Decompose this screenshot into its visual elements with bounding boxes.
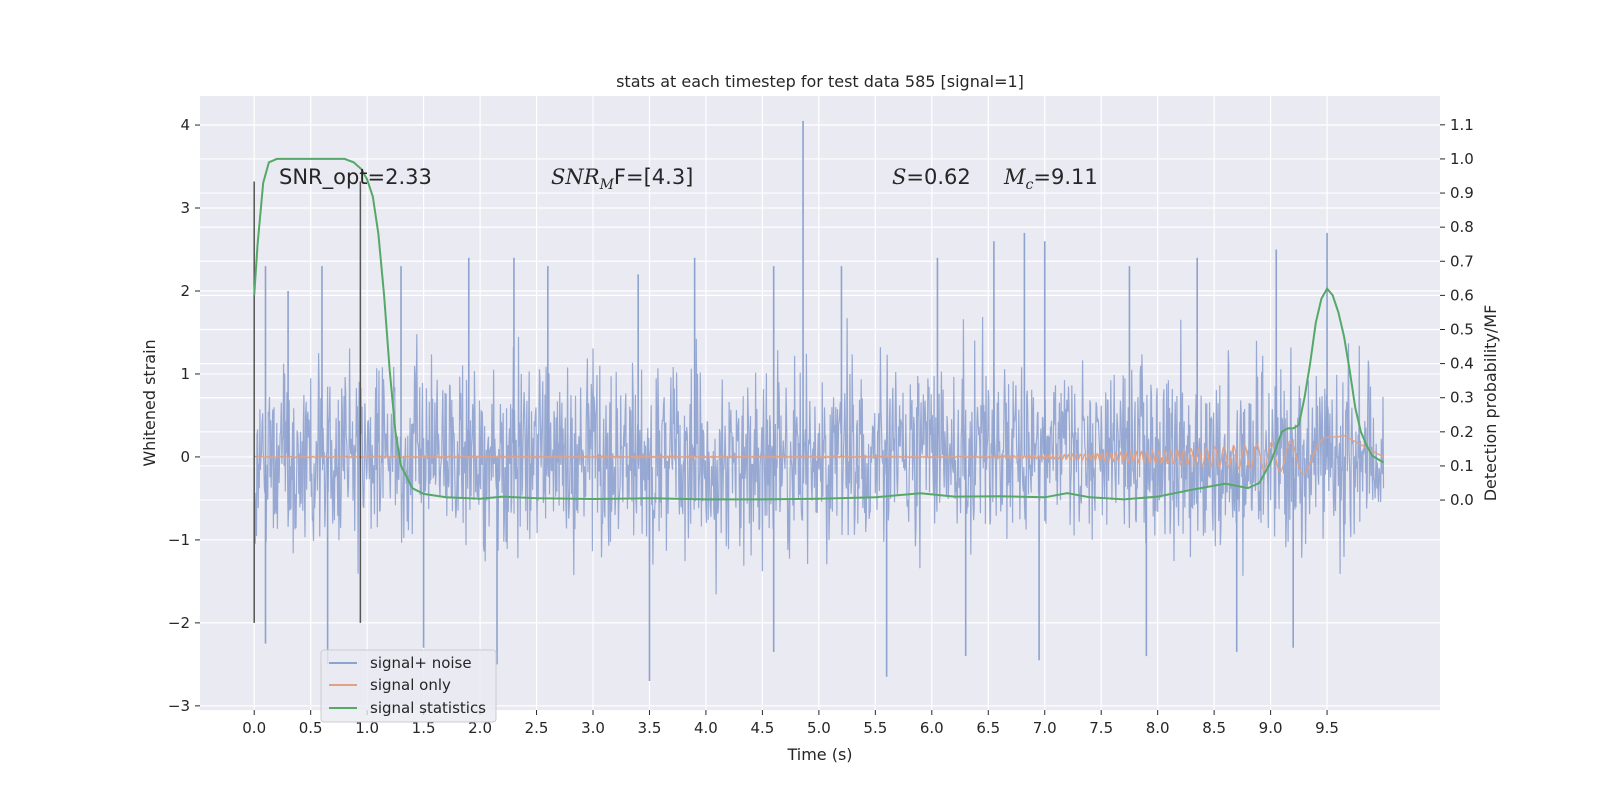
stats-trace <box>253 157 1385 501</box>
y2-ticks: 1.1 1.0 0.9 0.8 0.7 0.6 0.5 0.4 0.3 0.2 0.1 0.0 <box>1440 116 1474 509</box>
x-tick-label-7: 3.5 <box>638 719 662 737</box>
y-tick-label-1: 3 <box>180 199 190 217</box>
chart-title: stats at each timestep for test data 585… <box>616 72 1024 91</box>
x-tick-label-14: 7.0 <box>1033 719 1057 737</box>
x-tick-label-1: 0.5 <box>299 719 323 737</box>
grid-lines <box>200 96 1440 710</box>
y-tick-label-5: −1 <box>168 531 190 549</box>
y2-tick-label-11: 0.0 <box>1450 491 1474 509</box>
y2-tick-label-8: 0.3 <box>1450 389 1474 407</box>
y-tick-label-6: −2 <box>168 614 190 632</box>
y-ticks: 4 3 2 1 0 −1 −2 −3 <box>168 116 200 715</box>
snr-mf-sub: M <box>599 177 615 193</box>
x-tick-label-19: 9.5 <box>1315 719 1339 737</box>
mc-sub: c <box>1026 177 1034 193</box>
x-tick-label-9: 4.5 <box>750 719 774 737</box>
x-tick-label-13: 6.5 <box>976 719 1000 737</box>
y2-tick-label-3: 0.8 <box>1450 218 1474 236</box>
s-var: S <box>892 165 906 189</box>
mc-val: =9.11 <box>1033 165 1097 189</box>
x-tick-label-11: 5.5 <box>863 719 887 737</box>
x-tick-label-0: 0.0 <box>242 719 266 737</box>
y-tick-label-3: 1 <box>180 365 190 383</box>
plot-area <box>200 96 1440 710</box>
legend: signal+ noise signal only signal statist… <box>320 649 497 723</box>
x-tick-label-2: 1.0 <box>355 719 379 737</box>
x-tick-label-18: 9.0 <box>1259 719 1283 737</box>
x-tick-label-6: 3.0 <box>581 719 605 737</box>
y2-tick-label-6: 0.5 <box>1450 320 1474 338</box>
y-tick-label-0: 4 <box>180 116 190 134</box>
series-signal-statistics <box>253 157 1385 501</box>
annotation-snr-opt: SNR_opt=2.33 <box>279 165 432 190</box>
y2-tick-label-7: 0.4 <box>1450 355 1474 373</box>
y-tick-label-7: −3 <box>168 697 190 715</box>
legend-box <box>320 649 497 723</box>
mc-var: M <box>1003 165 1026 189</box>
legend-label-signal: signal only <box>370 676 451 694</box>
x-ticks: 0.0 0.5 1.0 1.5 2.0 2.5 3.0 3.5 4.0 4.5 5.0 5.5 6.0 6… <box>242 710 1339 737</box>
x-tick-label-3: 1.5 <box>412 719 436 737</box>
x-tick-label-5: 2.5 <box>525 719 549 737</box>
annotation-mc: Mc=9.11 <box>1003 165 1098 193</box>
y2-tick-label-4: 0.7 <box>1450 252 1474 270</box>
x-axis-label: Time (s) <box>786 745 852 764</box>
y2-tick-label-1: 1.0 <box>1450 150 1474 168</box>
x-tick-label-10: 5.0 <box>807 719 831 737</box>
y-tick-label-4: 0 <box>180 448 190 466</box>
signal-trace <box>253 434 1384 475</box>
x-tick-label-16: 8.0 <box>1146 719 1170 737</box>
x-tick-label-15: 7.5 <box>1089 719 1113 737</box>
y2-tick-label-2: 0.9 <box>1450 184 1474 202</box>
x-tick-label-8: 4.0 <box>694 719 718 737</box>
x-tick-label-4: 2.0 <box>468 719 492 737</box>
y2-tick-label-5: 0.6 <box>1450 286 1474 304</box>
snr-mf-main: SNR <box>551 165 600 189</box>
y2-tick-label-9: 0.2 <box>1450 423 1474 441</box>
noise-trace <box>253 316 1385 595</box>
series-signal-only <box>253 434 1384 475</box>
x-tick-label-12: 6.0 <box>920 719 944 737</box>
y-axis-label: Whitened strain <box>140 339 159 466</box>
y2-tick-label-10: 0.1 <box>1450 457 1474 475</box>
x-tick-label-17: 8.5 <box>1202 719 1226 737</box>
y2-axis-label: Detection probability/MF <box>1481 305 1500 502</box>
s-val: =0.62 <box>906 165 970 189</box>
annotation-s: S=0.62 <box>892 165 971 189</box>
marker-lines <box>253 181 362 623</box>
y-tick-label-2: 2 <box>180 282 190 300</box>
annotation-snr-mf: SNRMF=[4.3] <box>551 165 693 193</box>
legend-label-stats: signal statistics <box>370 699 486 717</box>
legend-label-noise: signal+ noise <box>370 654 472 672</box>
snr-mf-tail: F=[4.3] <box>614 165 693 189</box>
y2-tick-label-0: 1.1 <box>1450 116 1474 134</box>
series-signal-noise <box>253 120 1385 681</box>
